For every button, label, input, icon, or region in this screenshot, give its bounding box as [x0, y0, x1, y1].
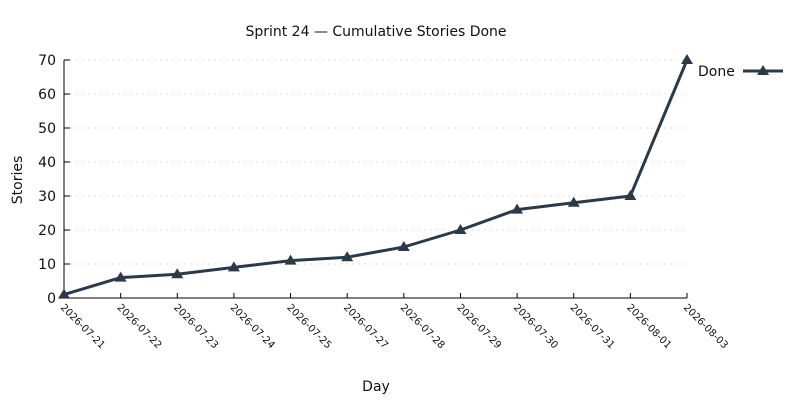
x-tick-label: 2026-07-27	[341, 302, 390, 351]
data-point-marker	[227, 261, 240, 272]
y-tick-label: 60	[38, 87, 56, 103]
y-axis-title: Stories	[10, 156, 26, 205]
data-point-marker	[114, 271, 127, 282]
x-axis-title: Day	[362, 379, 390, 395]
grid	[64, 59, 687, 265]
axes	[63, 60, 687, 299]
data-point-marker	[681, 54, 693, 64]
x-tick-label: 2026-08-03	[681, 302, 730, 351]
y-tick-label: 10	[38, 257, 56, 273]
x-tick-label: 2026-07-29	[454, 302, 503, 351]
y-tick-label: 20	[38, 223, 56, 239]
legend-marker-triangle-icon	[757, 65, 769, 75]
series-line-done	[63, 59, 689, 297]
chart-title: Sprint 24 — Cumulative Stories Done	[245, 24, 506, 40]
data-point-marker	[397, 241, 410, 251]
y-tick-label: 50	[38, 121, 56, 137]
data-point-marker	[511, 203, 524, 214]
y-ticks: 0 10 20 30 40 50 60 70	[38, 53, 70, 307]
y-tick-label: 30	[38, 189, 56, 205]
data-point-marker	[341, 251, 354, 262]
x-tick-label: 2026-07-30	[511, 302, 560, 351]
legend-label: Done	[698, 64, 735, 80]
y-tick-label: 40	[38, 155, 56, 171]
x-tick-label: 2026-07-23	[171, 302, 220, 351]
data-point-marker	[284, 254, 297, 265]
x-tick-label: 2026-07-21	[58, 302, 107, 351]
data-point-marker	[567, 196, 580, 207]
legend: Done	[698, 64, 783, 80]
x-tick-label: 2026-07-31	[568, 302, 617, 351]
series-done	[58, 54, 693, 299]
y-tick-label: 70	[38, 53, 56, 69]
data-point-marker	[58, 288, 70, 299]
x-tick-label: 2026-07-24	[228, 302, 277, 351]
x-tick-label: 2026-07-22	[115, 302, 164, 351]
x-tick-label: 2026-07-28	[398, 302, 447, 351]
x-ticks: 2026-07-21 2026-07-22 2026-07-23 2026-07-24…	[58, 293, 730, 351]
x-tick-label: 2026-08-01	[624, 302, 673, 351]
data-point-marker	[171, 268, 184, 279]
x-tick-label: 2026-07-25	[284, 302, 333, 351]
y-tick-label: 0	[47, 291, 56, 307]
data-point-marker	[624, 190, 637, 200]
data-point-marker	[454, 224, 467, 234]
